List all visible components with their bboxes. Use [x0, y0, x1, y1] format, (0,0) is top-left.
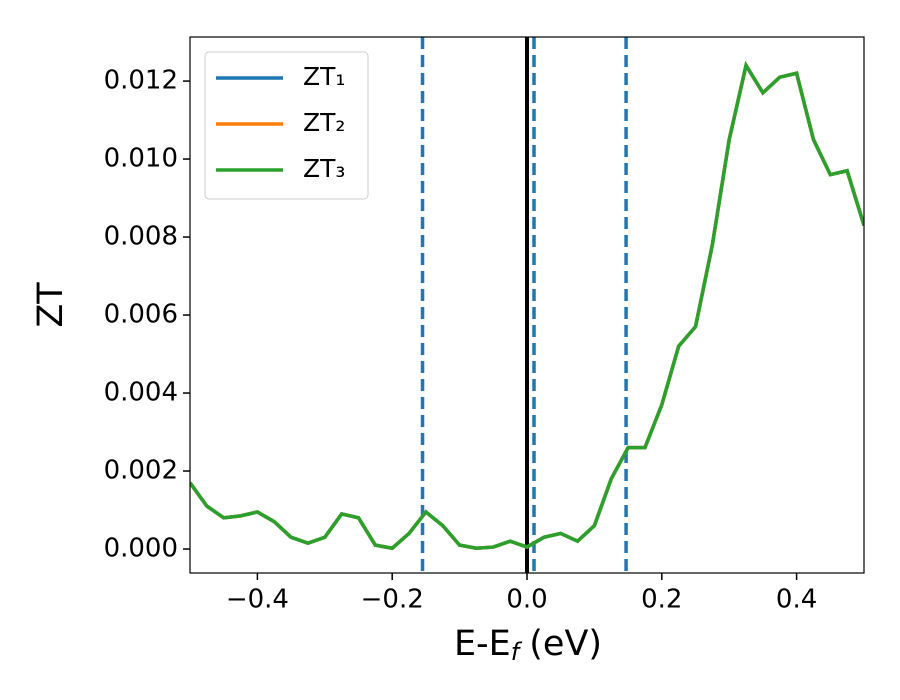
y-tick-label: 0.002 [104, 456, 178, 486]
legend-label: ZT₁ [303, 62, 345, 91]
x-axis-label: E-Ef (eV) [454, 624, 602, 666]
x-tick-label: 0.4 [776, 585, 817, 615]
legend-box [204, 51, 369, 200]
x-tick-label: −0.4 [226, 585, 289, 615]
x-tick-label: 0.0 [506, 585, 547, 615]
y-axis-label: ZT [31, 282, 71, 328]
y-tick-label: 0.006 [104, 300, 178, 330]
y-tick-label: 0.004 [104, 378, 178, 408]
series-line [190, 60, 864, 551]
x-tick-label: 0.2 [641, 585, 682, 615]
y-tick-label: 0.000 [104, 534, 178, 564]
y-tick-label: 0.010 [104, 144, 178, 174]
legend-label: ZT₂ [303, 108, 345, 137]
x-tick-label: −0.2 [361, 585, 424, 615]
plot-frame [189, 36, 865, 574]
legend-label: ZT₃ [303, 154, 345, 183]
y-tick-label: 0.012 [104, 66, 178, 96]
y-tick-label: 0.008 [104, 222, 178, 252]
